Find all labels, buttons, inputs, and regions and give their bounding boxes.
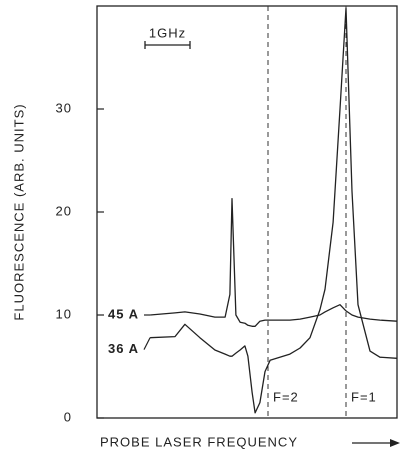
scale-bar-label: 1GHz bbox=[149, 25, 186, 40]
series-leader bbox=[143, 337, 151, 350]
data-line bbox=[150, 7, 398, 414]
annotation-label: F=1 bbox=[351, 389, 377, 404]
annotation-label: F=2 bbox=[273, 389, 299, 404]
series-label: 36 A bbox=[108, 341, 139, 356]
y-tick-label: 10 bbox=[56, 306, 72, 321]
y-tick-label: 20 bbox=[56, 203, 72, 218]
x-axis-arrowhead bbox=[390, 439, 400, 447]
series-label: 45 A bbox=[108, 306, 139, 321]
x-axis-label: PROBE LASER FREQUENCY bbox=[100, 434, 298, 449]
y-axis-label: FLUORESCENCE (ARB. UNITS) bbox=[11, 103, 26, 320]
data-line bbox=[150, 197, 398, 327]
y-tick-label: 0 bbox=[64, 409, 72, 424]
plot-frame bbox=[96, 5, 398, 419]
y-tick-label: 30 bbox=[56, 100, 72, 115]
